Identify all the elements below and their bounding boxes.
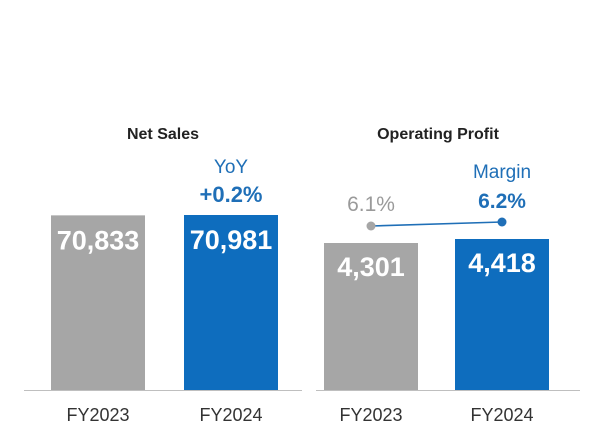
operating-profit-bar-fy2023	[324, 242, 418, 390]
net-sales-category-label: FY2024	[199, 405, 262, 425]
margin-label: Margin	[473, 162, 531, 183]
operating-profit-panel: Operating Profit Margin 4,301 FY2023 4,418…	[316, 126, 580, 425]
margin-point	[366, 221, 376, 231]
operating-profit-category-label: FY2024	[470, 405, 533, 425]
net-sales-bar-fy2024	[184, 215, 278, 390]
operating-profit-value-label: 4,301	[337, 252, 405, 282]
margin-value-label: 6.2%	[478, 190, 526, 213]
operating-profit-value-label: 4,418	[468, 248, 536, 278]
net-sales-category-label: FY2023	[66, 405, 129, 425]
margin-value-label: 6.1%	[347, 193, 395, 216]
yoy-value: +0.2%	[200, 182, 263, 207]
margin-point	[497, 217, 507, 227]
operating-profit-bar-fy2024	[455, 239, 549, 390]
net-sales-value-label: 70,981	[190, 225, 273, 255]
net-sales-panel: Net Sales YoY +0.2% 70,833 FY2023 70,981 FY…	[24, 126, 302, 425]
margin-line	[370, 221, 503, 227]
net-sales-bar-fy2023	[51, 215, 145, 390]
operating-profit-category-label: FY2023	[339, 405, 402, 425]
net-sales-value-label: 70,833	[57, 225, 140, 255]
net-sales-title: Net Sales	[127, 126, 199, 143]
yoy-label: YoY	[214, 157, 248, 178]
operating-profit-title: Operating Profit	[377, 126, 499, 143]
